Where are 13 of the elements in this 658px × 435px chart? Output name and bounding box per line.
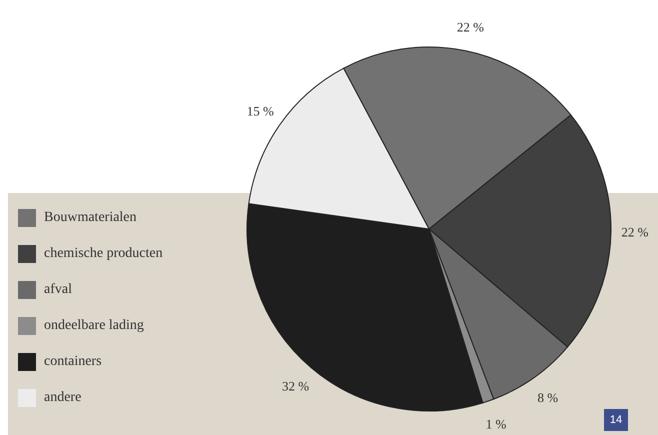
legend-label: Bouwmaterialen [44,210,137,226]
legend-label: chemische producten [44,246,163,262]
text: 14 [604,409,628,431]
data-label: 32 % [282,378,310,394]
legend-label: andere [44,390,82,406]
data-label: 8 % [537,390,558,405]
legend-label: ondeelbare lading [44,318,144,334]
data-label: 22 % [621,224,649,240]
data-label: 22 % [456,20,484,35]
legend-label: afval [44,282,72,298]
data-label: 1 % [486,416,507,432]
data-label: 15 % [246,103,274,118]
legend-label: containers [44,354,102,370]
